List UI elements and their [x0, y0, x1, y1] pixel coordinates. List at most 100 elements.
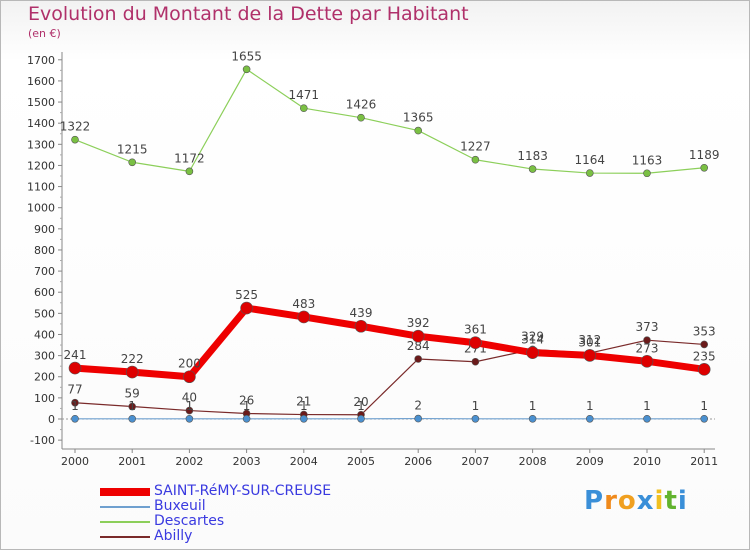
- data-point: [585, 169, 594, 177]
- data-label: 1: [243, 399, 251, 413]
- y-tick-label: 800: [34, 244, 55, 257]
- y-tick-label: 1600: [27, 75, 55, 88]
- y-tick-label: 1000: [27, 202, 55, 215]
- data-point: [128, 158, 136, 167]
- data-label: 26: [239, 394, 254, 408]
- data-label: 312: [578, 333, 601, 347]
- data-label: 373: [636, 320, 659, 334]
- data-point: [357, 414, 365, 423]
- x-tick-label: 2008: [519, 455, 547, 468]
- data-point: [414, 355, 423, 363]
- y-tick-label: 500: [34, 307, 55, 320]
- logo-letter: P: [584, 486, 605, 516]
- x-tick-label: 2005: [347, 455, 375, 468]
- data-point: [242, 414, 251, 423]
- data-point: [357, 113, 365, 122]
- data-label: 77: [67, 383, 82, 397]
- data-label: 353: [693, 324, 716, 338]
- legend-swatch: [100, 506, 150, 508]
- data-point: [125, 365, 139, 379]
- x-tick-label: 2011: [690, 455, 718, 468]
- data-label: 392: [407, 316, 430, 330]
- data-label: 1215: [117, 142, 148, 156]
- data-label: 1227: [460, 140, 491, 154]
- data-label: 40: [182, 391, 197, 405]
- data-point: [643, 169, 651, 178]
- data-point: [354, 319, 368, 333]
- logo-letter: i: [677, 486, 688, 516]
- data-point: [71, 398, 79, 407]
- y-tick-label: 1200: [27, 159, 55, 172]
- data-point: [128, 402, 136, 411]
- data-point: [183, 370, 196, 384]
- logo-letter: o: [617, 486, 637, 516]
- data-point: [242, 65, 251, 74]
- chart-title: Evolution du Montant de la Dette par Hab…: [28, 3, 469, 25]
- legend-swatch: [100, 536, 150, 538]
- data-label: 1: [472, 399, 480, 413]
- y-tick-label: 200: [34, 371, 55, 384]
- data-label: 1471: [289, 88, 320, 102]
- y-tick-label: 1500: [27, 96, 55, 109]
- data-point: [414, 414, 423, 423]
- data-point: [299, 104, 308, 112]
- legend-label: Descartes: [154, 513, 225, 529]
- data-point: [528, 414, 537, 423]
- y-tick-label: 1100: [27, 181, 55, 194]
- data-point: [185, 414, 194, 423]
- data-label: 1183: [517, 149, 548, 163]
- data-label: 273: [636, 341, 659, 355]
- data-point: [68, 361, 82, 375]
- data-label: 235: [693, 349, 716, 363]
- data-label: 222: [121, 352, 144, 366]
- x-tick-label: 2000: [61, 455, 89, 468]
- data-point: [697, 363, 711, 376]
- x-tick-label: 2001: [118, 455, 146, 468]
- data-label: 1426: [346, 98, 377, 112]
- data-label: 314: [521, 333, 544, 347]
- data-point: [185, 406, 194, 415]
- data-label: 1: [71, 399, 79, 413]
- series-line: [74, 68, 705, 174]
- data-point: [700, 163, 709, 172]
- data-label: 21: [296, 395, 311, 409]
- data-label: 301: [578, 335, 601, 349]
- x-tick-label: 2010: [633, 455, 661, 468]
- data-label: 1655: [231, 49, 262, 63]
- data-label: 1: [186, 399, 194, 413]
- data-label: 284: [407, 339, 430, 353]
- y-tick-label: 100: [34, 392, 55, 405]
- x-tick-label: 2002: [175, 455, 203, 468]
- data-point: [297, 310, 311, 324]
- series-descartes: 1322 1215 1172 1655 1471 1426 1365 1227 1183 1164…: [60, 49, 720, 178]
- y-tick-label: -100: [30, 434, 55, 447]
- y-tick-label: 400: [34, 328, 55, 341]
- data-point: [528, 165, 537, 173]
- data-point: [700, 414, 709, 423]
- data-label: 1: [128, 399, 136, 413]
- data-point: [411, 329, 425, 343]
- data-point: [185, 167, 194, 176]
- data-label: 1: [700, 399, 708, 413]
- data-point: [71, 135, 79, 144]
- y-tick-label: 900: [34, 223, 55, 236]
- data-label: 1189: [689, 148, 720, 162]
- y-tick-label: 1400: [27, 117, 55, 130]
- data-label: 525: [235, 288, 258, 302]
- data-label: 20: [353, 395, 368, 409]
- data-point: [583, 349, 597, 362]
- data-label: 1164: [575, 153, 606, 167]
- series-line: [74, 339, 705, 416]
- legend-swatch: [100, 521, 150, 523]
- y-tick-label: 700: [34, 265, 55, 278]
- data-point: [700, 340, 709, 349]
- data-point: [469, 336, 482, 350]
- x-tick-label: 2009: [576, 455, 604, 468]
- data-point: [240, 301, 253, 315]
- y-tick-label: 1700: [27, 54, 55, 67]
- data-label: 1172: [174, 151, 205, 165]
- data-point: [471, 414, 480, 423]
- data-label: 1: [643, 399, 651, 413]
- legend-label: Abilly: [154, 528, 193, 544]
- y-tick-label: 300: [34, 350, 55, 363]
